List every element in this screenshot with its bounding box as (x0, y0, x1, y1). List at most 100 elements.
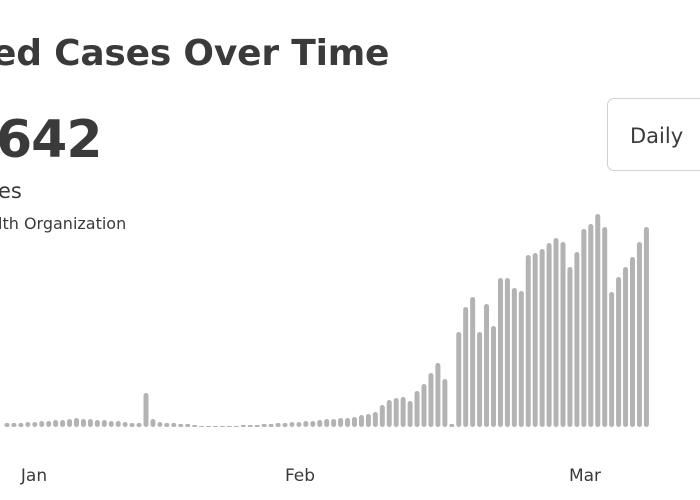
x-tick-label: Jan (20, 466, 47, 486)
bar[interactable] (546, 243, 552, 427)
interval-dropdown[interactable]: Daily (607, 98, 700, 171)
bar[interactable] (484, 304, 490, 427)
bar[interactable] (477, 332, 483, 427)
bar[interactable] (539, 249, 545, 427)
bar[interactable] (393, 398, 399, 427)
bar[interactable] (143, 393, 149, 427)
bar[interactable] (129, 423, 135, 427)
bar[interactable] (470, 297, 476, 427)
bar[interactable] (518, 291, 524, 427)
bar[interactable] (421, 384, 427, 427)
bar[interactable] (491, 326, 496, 427)
bar[interactable] (53, 420, 59, 427)
bar[interactable] (331, 419, 337, 427)
bar[interactable] (25, 422, 31, 427)
bar[interactable] (442, 379, 448, 427)
bar[interactable] (449, 424, 455, 427)
bar[interactable] (254, 425, 260, 427)
bar[interactable] (372, 412, 378, 427)
bar[interactable] (108, 421, 114, 427)
bar[interactable] (553, 238, 559, 427)
bar[interactable] (435, 363, 441, 427)
bar[interactable] (199, 426, 205, 427)
bar[interactable] (581, 229, 587, 427)
bar[interactable] (115, 421, 121, 427)
bar[interactable] (101, 420, 107, 427)
bar[interactable] (338, 418, 344, 427)
bar[interactable] (185, 424, 191, 427)
data-source: lth Organization (0, 214, 127, 233)
x-tick-label: Feb (285, 466, 315, 486)
bar[interactable] (365, 414, 371, 427)
bar[interactable] (178, 424, 184, 427)
bar[interactable] (296, 422, 302, 427)
bar[interactable] (630, 257, 635, 427)
bar[interactable] (317, 420, 323, 427)
bar[interactable] (345, 418, 351, 427)
bar[interactable] (80, 419, 86, 427)
bar[interactable] (136, 423, 142, 427)
bar[interactable] (310, 421, 316, 427)
bar[interactable] (39, 421, 45, 427)
bar[interactable] (609, 292, 615, 427)
bar[interactable] (379, 405, 385, 427)
bar[interactable] (87, 419, 93, 427)
bar[interactable] (164, 423, 170, 427)
bar[interactable] (352, 417, 357, 427)
bar[interactable] (636, 242, 642, 427)
bar[interactable] (595, 214, 601, 427)
bar[interactable] (4, 423, 10, 427)
x-tick-label: Mar (569, 466, 601, 486)
bar[interactable] (643, 227, 649, 427)
bar[interactable] (303, 421, 309, 427)
bar[interactable] (32, 422, 38, 427)
bar[interactable] (192, 425, 198, 427)
bar[interactable] (171, 423, 177, 427)
bars-group (4, 214, 649, 427)
bar[interactable] (268, 424, 274, 427)
bar[interactable] (623, 267, 629, 427)
bar[interactable] (574, 252, 580, 427)
bar[interactable] (616, 277, 622, 427)
bar[interactable] (275, 423, 281, 427)
bar[interactable] (219, 426, 225, 427)
bar[interactable] (226, 426, 232, 427)
bar[interactable] (504, 278, 510, 427)
bar[interactable] (46, 421, 52, 427)
bar[interactable] (282, 423, 288, 427)
bar[interactable] (428, 373, 434, 427)
bar[interactable] (324, 419, 330, 427)
bar[interactable] (233, 426, 239, 427)
bar[interactable] (567, 267, 573, 427)
bar[interactable] (213, 426, 218, 427)
bar[interactable] (511, 288, 517, 427)
bar[interactable] (386, 400, 392, 427)
bar[interactable] (407, 401, 413, 427)
bar[interactable] (463, 307, 469, 427)
total-cases-count: 642 (0, 110, 103, 170)
bar[interactable] (67, 419, 73, 427)
bar[interactable] (400, 397, 406, 427)
bar[interactable] (588, 224, 594, 427)
bar[interactable] (560, 242, 566, 427)
bar[interactable] (60, 420, 66, 427)
bar[interactable] (247, 425, 253, 427)
bar[interactable] (497, 278, 503, 427)
bar[interactable] (261, 424, 267, 427)
bar[interactable] (358, 415, 364, 427)
bar[interactable] (18, 423, 24, 427)
bar[interactable] (532, 253, 538, 427)
bar[interactable] (289, 422, 295, 427)
bar[interactable] (122, 422, 128, 427)
bar[interactable] (206, 426, 212, 427)
bar[interactable] (11, 423, 17, 427)
bar[interactable] (414, 391, 420, 427)
bar[interactable] (157, 422, 163, 427)
bar[interactable] (240, 425, 246, 427)
bar[interactable] (602, 227, 608, 427)
bar[interactable] (94, 420, 100, 427)
bar[interactable] (456, 332, 462, 427)
bar[interactable] (74, 418, 79, 427)
bar[interactable] (150, 419, 156, 427)
bar[interactable] (525, 255, 531, 427)
